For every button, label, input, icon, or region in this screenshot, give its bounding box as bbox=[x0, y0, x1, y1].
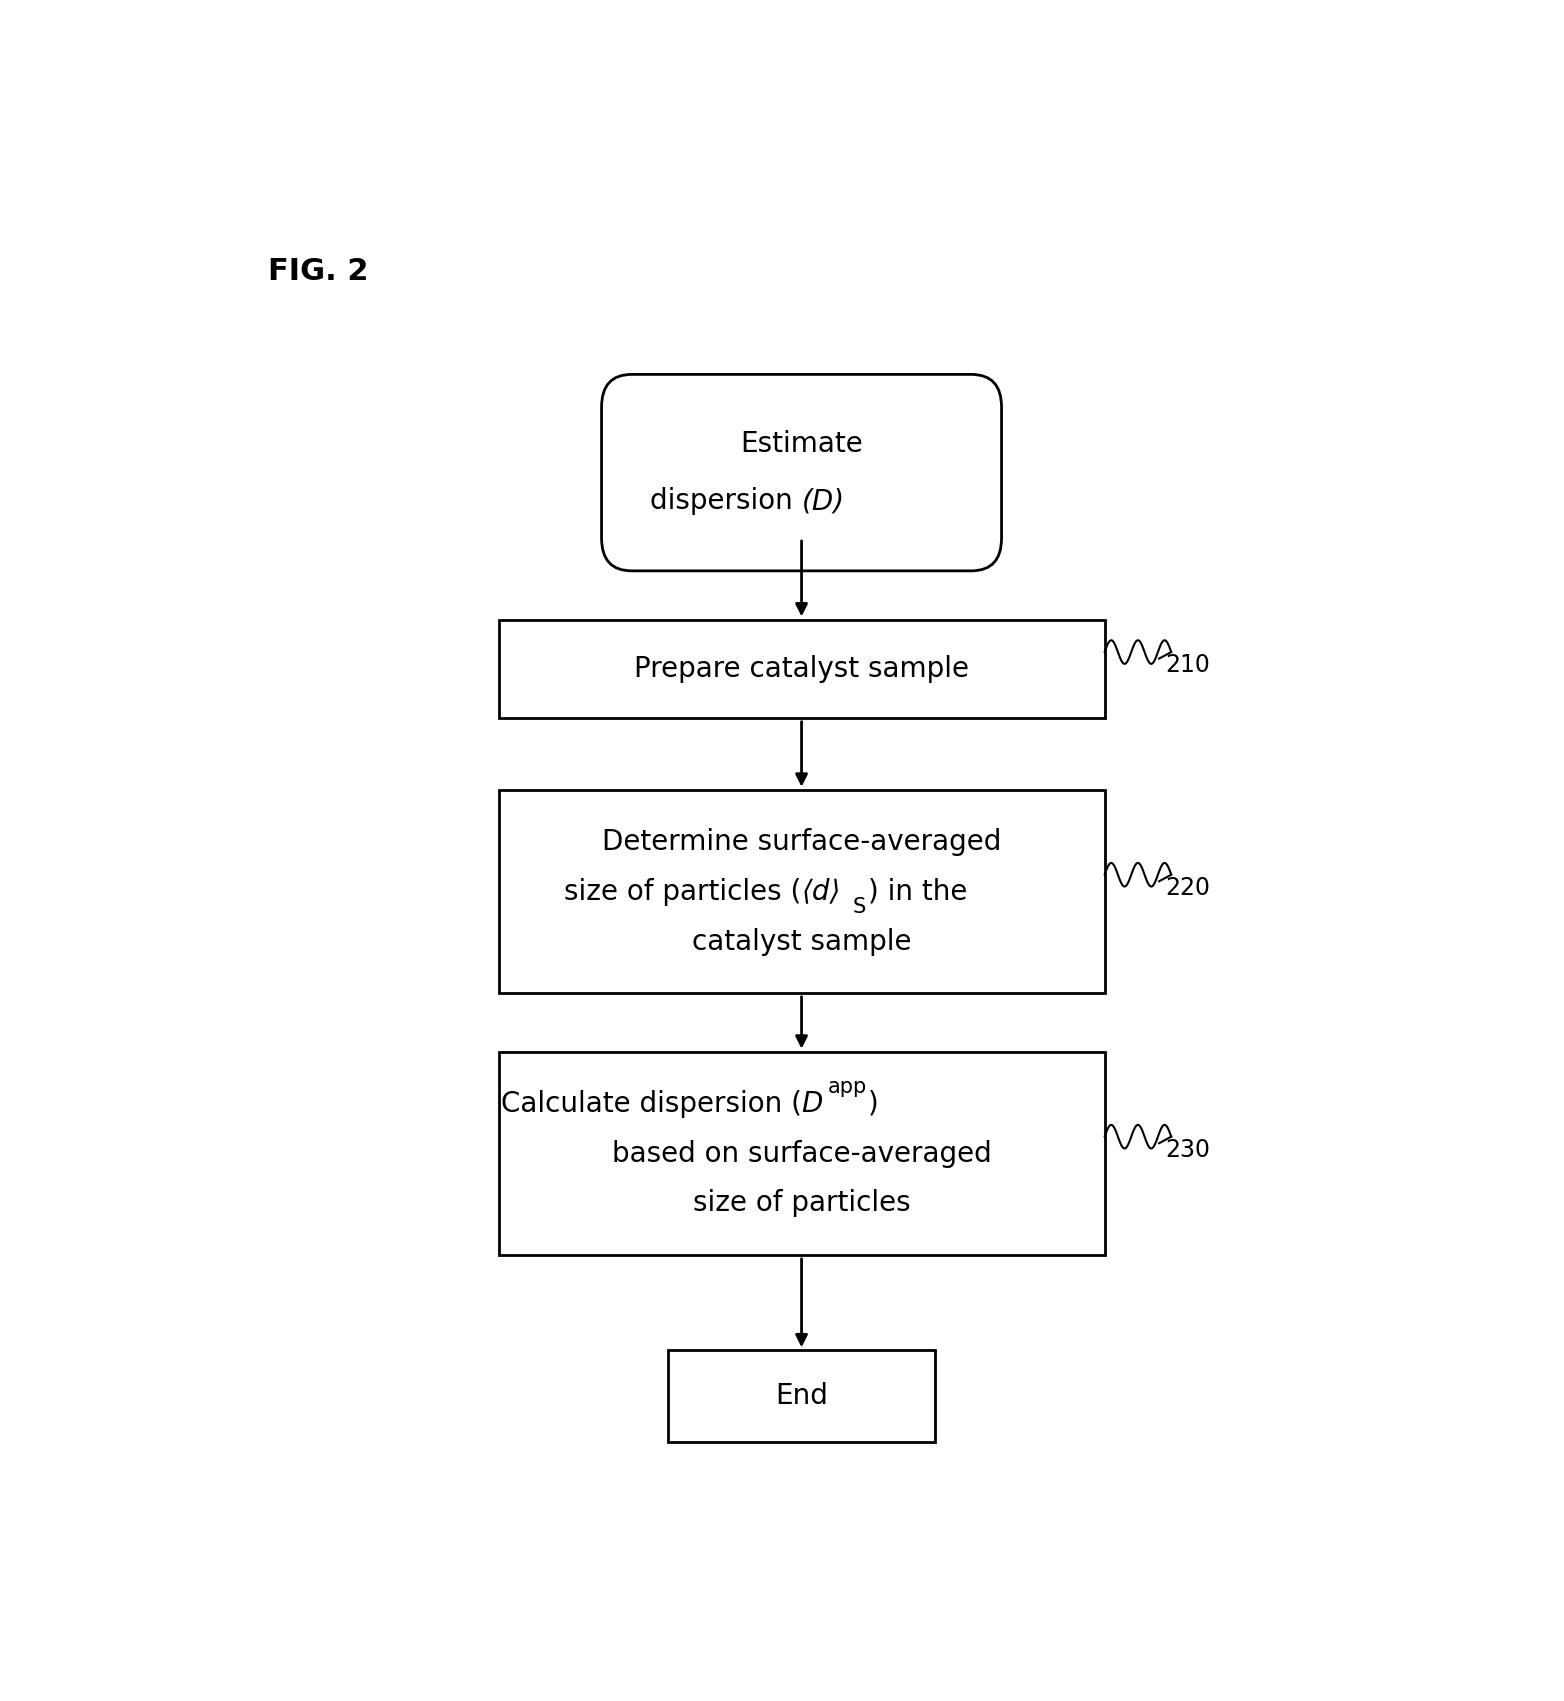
Text: Calculate dispersion (: Calculate dispersion ( bbox=[500, 1090, 802, 1118]
Text: catalyst sample: catalyst sample bbox=[691, 927, 912, 956]
FancyBboxPatch shape bbox=[602, 374, 1001, 572]
Text: size of particles (: size of particles ( bbox=[565, 878, 802, 905]
Text: (D): (D) bbox=[802, 488, 845, 515]
Text: size of particles: size of particles bbox=[693, 1189, 910, 1218]
Text: Prepare catalyst sample: Prepare catalyst sample bbox=[633, 655, 970, 684]
Text: ⟨d⟩: ⟨d⟩ bbox=[802, 878, 841, 905]
Text: 210: 210 bbox=[1165, 653, 1211, 677]
FancyBboxPatch shape bbox=[499, 791, 1104, 993]
Text: D: D bbox=[802, 1090, 823, 1118]
Text: 220: 220 bbox=[1165, 876, 1211, 900]
FancyBboxPatch shape bbox=[668, 1351, 935, 1442]
Text: based on surface-averaged: based on surface-averaged bbox=[612, 1140, 992, 1167]
Text: FIG. 2: FIG. 2 bbox=[269, 257, 369, 286]
Text: ): ) bbox=[868, 1090, 879, 1118]
Text: Estimate: Estimate bbox=[740, 430, 863, 458]
Text: Determine surface-averaged: Determine surface-averaged bbox=[602, 828, 1001, 856]
Text: End: End bbox=[776, 1381, 827, 1410]
Text: dispersion: dispersion bbox=[651, 488, 802, 515]
Text: S: S bbox=[852, 898, 866, 917]
Text: 230: 230 bbox=[1165, 1138, 1211, 1162]
FancyBboxPatch shape bbox=[499, 619, 1104, 718]
Text: ) in the: ) in the bbox=[868, 878, 968, 905]
FancyBboxPatch shape bbox=[499, 1053, 1104, 1255]
Text: app: app bbox=[829, 1077, 868, 1097]
